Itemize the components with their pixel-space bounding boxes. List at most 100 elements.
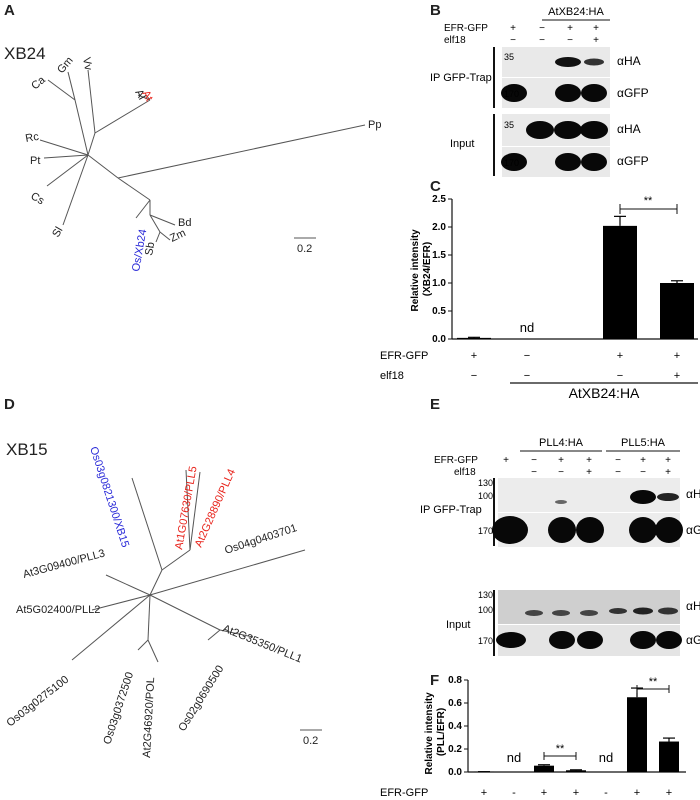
e-elf-2: − [558, 467, 564, 478]
e-band [552, 610, 570, 616]
f-nd-1: nd [507, 750, 521, 765]
panel-e-blot: PLL4:HA PLL5:HA EFR-GFP elf18 + − + + − … [420, 437, 700, 547]
c-ylabel-line2: (XB24/EFR) [422, 242, 433, 296]
c-bar [457, 337, 491, 339]
f-row-efr: EFR-GFP [380, 787, 428, 799]
leaf-pll3: At3G09400/PLL3 [22, 547, 107, 580]
b-row-elf: elf18 [444, 35, 466, 46]
svg-text:Relative intensity (XB24/E: Relative intensity (XB24/EFR) [410, 226, 433, 311]
f-bar [534, 765, 554, 772]
e-efr-5: − [615, 455, 621, 466]
e-construct1: PLL4:HA [539, 437, 584, 449]
panel-letter-c: C [430, 178, 441, 195]
e-mw-130-ip: 130 [478, 478, 493, 488]
panel-e-input-blot: Input 130 100 170 αHA αGFP [446, 590, 700, 656]
c-ytick-label: 1.0 [432, 278, 446, 289]
c-bar [660, 283, 694, 339]
c-ylabel-line1: Relative intensity [410, 229, 421, 312]
e-band [630, 631, 656, 649]
f-sig2: ** [649, 676, 658, 688]
panel-letter-e: E [430, 396, 441, 413]
b-efr-1: + [510, 23, 516, 34]
b-ab-gfp-ip: αGFP [617, 86, 649, 100]
leaf-rc: Rc [24, 131, 40, 145]
e-mw-170-ip: 170 [478, 526, 493, 536]
e-band [629, 517, 657, 543]
b-band [555, 84, 581, 102]
b-ab-gfp-in: αGFP [617, 154, 649, 168]
leaf-gm: Gm [55, 55, 76, 76]
e-band [577, 631, 603, 649]
e-input-blot-ha [498, 590, 680, 624]
e-efr-7: + [665, 455, 671, 466]
e-mw-100-ip: 100 [478, 491, 493, 501]
panel-letter-a: A [4, 2, 15, 19]
b-ab-ha-ip: αHA [617, 54, 641, 68]
b-band [501, 84, 527, 102]
b-band [580, 121, 608, 139]
b-band [501, 153, 527, 171]
e-efr-4: + [586, 455, 592, 466]
e-band [549, 631, 575, 649]
c-efr-3: + [617, 350, 623, 362]
panel-b-blot: AtXB24:HA EFR-GFP elf18 + − + + − − − + … [430, 6, 649, 177]
e-ab-ha-ip: αHA [686, 487, 700, 501]
b-band [584, 58, 604, 66]
leaf-cs: Cs [29, 190, 47, 207]
b-mw-35-in: 35 [504, 120, 514, 130]
panel-a-title: XB24 [4, 44, 46, 63]
leaf-os-xb15: Os03g0821300/XB15 [87, 445, 131, 549]
b-band [555, 153, 581, 171]
b-efr-3: + [567, 23, 573, 34]
c-efr-1: + [471, 350, 477, 362]
c-elf-2: − [524, 370, 530, 382]
b-band [526, 121, 554, 139]
leaf-bd: Bd [178, 217, 191, 229]
b-band [581, 84, 607, 102]
c-sig: ** [644, 195, 653, 207]
leaf-zm: Zm [168, 227, 187, 245]
b-band [581, 153, 607, 171]
e-mw-100-in: 100 [478, 605, 493, 615]
scale-label-d: 0.2 [303, 735, 318, 747]
c-ytick-label: 0.0 [432, 334, 446, 345]
e-ab-gfp-ip: αGFP [686, 523, 700, 537]
c-elf-4: + [674, 370, 680, 382]
f-efr-3: + [541, 787, 547, 799]
c-ytick-label: 2.0 [432, 222, 446, 233]
panel-letter-d: D [4, 396, 15, 413]
c-construct: AtXB24:HA [569, 385, 640, 400]
c-ytick-label: 1.5 [432, 250, 446, 261]
e-band [656, 631, 682, 649]
e-efr-1: + [503, 455, 509, 466]
e-band [633, 607, 653, 615]
e-band [580, 610, 598, 616]
leaf-at: At [139, 89, 155, 104]
e-ab-ha-in: αHA [686, 599, 700, 613]
e-band [657, 493, 679, 501]
f-efr-2: - [512, 787, 516, 799]
c-ytick-label: 0.5 [432, 306, 446, 317]
f-efr-5: - [604, 787, 608, 799]
e-band [496, 632, 526, 648]
b-row-efr: EFR-GFP [444, 23, 488, 34]
leaf-os04: Os04g0403701 [223, 522, 298, 557]
e-band [658, 607, 678, 615]
b-elf-1: − [510, 35, 516, 46]
c-efr-4: + [674, 350, 680, 362]
e-band [655, 517, 683, 543]
b-band [554, 121, 582, 139]
e-elf-1: − [531, 467, 537, 478]
e-ip-label: IP GFP-Trap [420, 504, 482, 516]
f-efr-6: + [634, 787, 640, 799]
e-mw-130-in: 130 [478, 590, 493, 600]
e-elf-3: + [586, 467, 592, 478]
b-elf-3: − [567, 35, 573, 46]
e-elf-6: + [665, 467, 671, 478]
e-band [576, 517, 604, 543]
leaf-sl: Sl [50, 225, 65, 239]
xb24-tree: Vv Gm Ca Rc Pt Cs Sl Al At Pp Bd Zm Sb O… [24, 55, 381, 273]
f-efr-1: + [481, 787, 487, 799]
e-elf-4: − [615, 467, 621, 478]
b-mw-170-ip: 170 [504, 89, 519, 99]
